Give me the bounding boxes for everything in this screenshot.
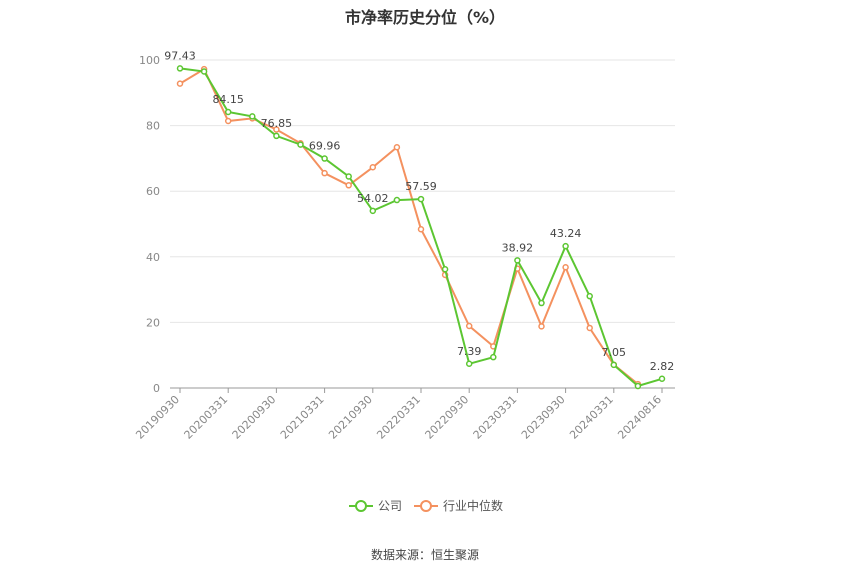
data-point [369,164,377,171]
x-tick-label: 20200331 [182,393,231,442]
data-label: 76.85 [261,117,293,130]
data-point [562,264,569,271]
data-point [273,132,280,140]
data-point [586,292,593,300]
data-point [321,155,328,162]
data-point [176,65,184,72]
data-point [297,141,304,148]
data-point [200,68,208,75]
y-tick-label: 80 [146,120,160,133]
data-point [224,108,232,116]
data-point [562,242,569,250]
data-point [273,126,280,133]
data-label: 54.02 [357,192,389,205]
x-tick-label: 20210331 [278,393,327,442]
chart-title: 市净率历史分位（%） [344,8,506,27]
data-label: 69.96 [309,140,341,153]
data-point [249,113,256,120]
data-point [465,360,473,368]
y-tick-label: 40 [146,251,160,264]
data-point [538,323,545,330]
x-tick-label: 20190930 [133,393,182,442]
data-point [586,324,593,332]
x-tick-label: 20200930 [230,393,279,442]
data-label: 2.82 [650,360,675,373]
x-tick-label: 20240816 [615,393,664,442]
x-tick-label: 20210930 [326,393,375,442]
data-label: 84.15 [212,93,244,106]
chart-source: 数据来源：恒生聚源 [370,548,479,562]
data-point [345,173,352,180]
legend-label: 公司 [378,499,402,513]
data-point [224,117,232,125]
data-point [321,169,328,177]
x-tick-label: 20240331 [567,393,616,442]
x-tick-label: 20230331 [471,393,520,442]
data-point [393,143,401,151]
legend-marker [420,500,432,512]
data-point [417,225,425,233]
data-label: 43.24 [550,227,582,240]
data-point [514,257,521,264]
data-label: 97.43 [164,49,196,62]
data-label: 7.39 [457,345,482,358]
y-tick-label: 100 [139,54,160,67]
data-point [369,207,377,215]
data-point [490,353,497,361]
data-point [465,322,473,330]
data-point [345,182,352,189]
data-point [610,361,618,369]
legend-label: 行业中位数 [443,498,503,513]
data-point [176,80,184,87]
data-label: 7.05 [602,346,627,359]
data-label: 57.59 [405,180,437,193]
y-tick-label: 20 [146,316,160,329]
data-point [441,266,449,273]
y-tick-label: 60 [146,185,160,198]
x-tick-label: 20220930 [423,393,472,442]
legend-marker [355,500,367,512]
y-tick-label: 0 [153,382,160,395]
data-point [658,375,666,383]
x-tick-label: 20230930 [519,393,568,442]
data-point [538,299,545,307]
data-label: 38.92 [502,241,534,254]
data-point [417,195,425,203]
data-point [634,382,642,390]
data-point [393,196,401,204]
x-tick-label: 20220331 [374,393,423,442]
